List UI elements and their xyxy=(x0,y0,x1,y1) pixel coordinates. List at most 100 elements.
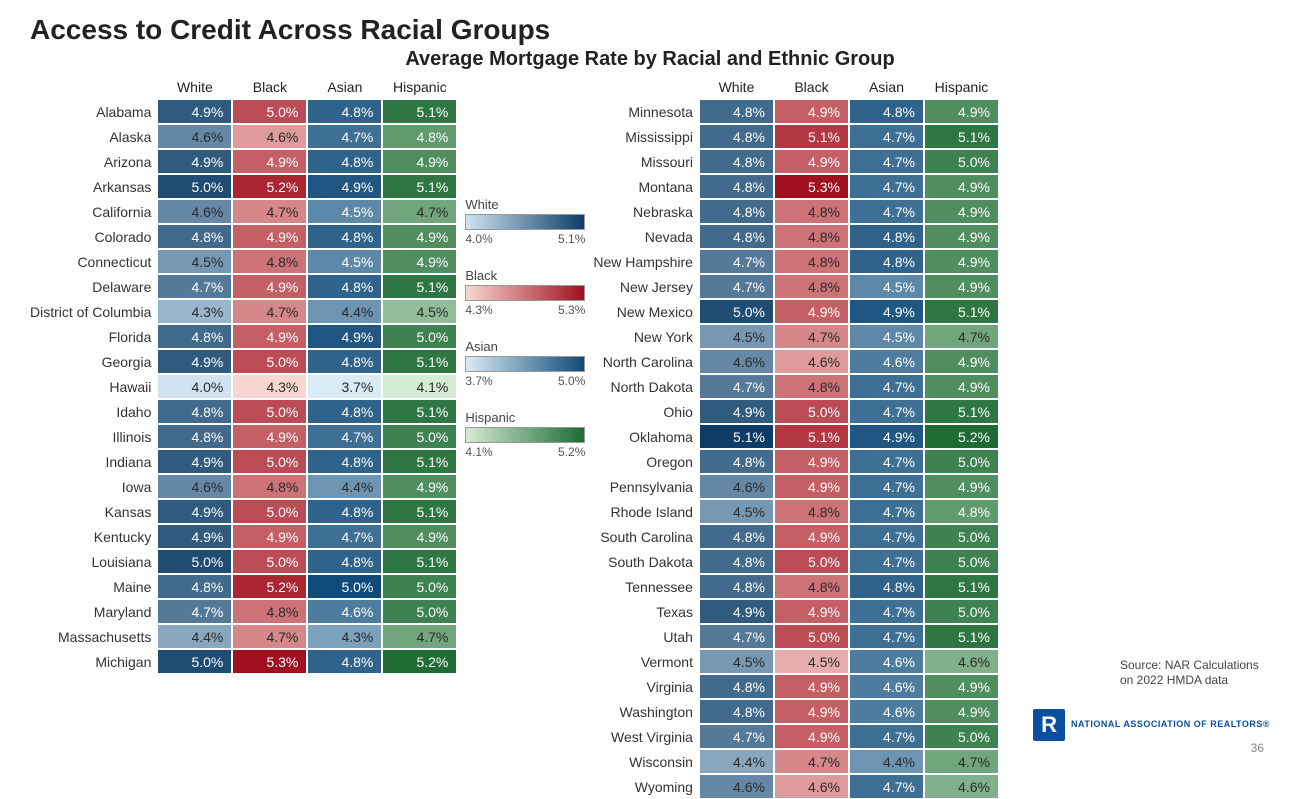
heatmap-cell: 4.8% xyxy=(382,124,457,149)
column-header: White xyxy=(699,77,774,99)
heatmap-cell: 5.0% xyxy=(382,599,457,624)
heatmap-cell: 4.6% xyxy=(849,649,924,674)
heatmap-cell: 5.1% xyxy=(924,399,999,424)
state-label: Arkansas xyxy=(30,174,157,199)
column-header: Hispanic xyxy=(924,77,999,99)
heatmap-cell: 4.9% xyxy=(849,299,924,324)
heatmap-cell: 4.8% xyxy=(699,149,774,174)
heatmap-cell: 5.0% xyxy=(382,574,457,599)
legend-white: White4.0%5.1% xyxy=(465,197,585,246)
state-label: Massachusetts xyxy=(30,624,157,649)
legend-gradient-bar xyxy=(465,356,585,372)
heatmap-cell: 4.8% xyxy=(157,399,232,424)
heatmap-cell: 4.7% xyxy=(699,374,774,399)
heatmap-cell: 4.5% xyxy=(307,249,382,274)
heatmap-cell: 4.6% xyxy=(157,124,232,149)
heatmap-cell: 4.8% xyxy=(307,399,382,424)
heatmap-cell: 4.8% xyxy=(232,474,307,499)
heatmap-cell: 4.7% xyxy=(849,524,924,549)
nar-logo: R NATIONAL ASSOCIATION OF REALTORS® xyxy=(1033,709,1270,741)
state-label: Delaware xyxy=(30,274,157,299)
heatmap-cell: 4.7% xyxy=(699,724,774,749)
legend-min: 4.0% xyxy=(465,232,492,246)
heatmap-cell: 5.0% xyxy=(924,599,999,624)
heatmap-cell: 4.9% xyxy=(924,224,999,249)
state-label: North Carolina xyxy=(593,349,699,374)
state-label: Louisiana xyxy=(30,549,157,574)
heatmap-cell: 4.7% xyxy=(849,174,924,199)
heatmap-cell: 4.5% xyxy=(849,324,924,349)
heatmap-cell: 4.8% xyxy=(307,449,382,474)
heatmap-cell: 5.0% xyxy=(232,99,307,124)
state-label: Virginia xyxy=(593,674,699,699)
state-label: California xyxy=(30,199,157,224)
heatmap-cell: 4.9% xyxy=(157,99,232,124)
heatmap-cell: 4.6% xyxy=(157,474,232,499)
heatmap-cell: 4.7% xyxy=(849,449,924,474)
heatmap-cell: 4.7% xyxy=(849,399,924,424)
state-label: Alabama xyxy=(30,99,157,124)
heatmap-cell: 4.9% xyxy=(157,449,232,474)
heatmap-cell: 4.5% xyxy=(849,274,924,299)
heatmap-cell: 4.9% xyxy=(232,524,307,549)
state-label: Connecticut xyxy=(30,249,157,274)
heatmap-cell: 4.7% xyxy=(924,749,999,774)
state-label: Nebraska xyxy=(593,199,699,224)
state-label: Hawaii xyxy=(30,374,157,399)
heatmap-cell: 4.3% xyxy=(232,374,307,399)
heatmap-cell: 4.8% xyxy=(699,549,774,574)
state-label: North Dakota xyxy=(593,374,699,399)
legend-min: 4.3% xyxy=(465,303,492,317)
heatmap-cell: 5.0% xyxy=(924,449,999,474)
state-label: New Mexico xyxy=(593,299,699,324)
heatmap-cell: 5.0% xyxy=(157,649,232,674)
legend-gradient-bar xyxy=(465,285,585,301)
state-label: Texas xyxy=(593,599,699,624)
heatmap-left-column: WhiteBlackAsianHispanicAlabama4.9%5.0%4.… xyxy=(30,77,457,799)
state-label: Nevada xyxy=(593,224,699,249)
state-label: Vermont xyxy=(593,649,699,674)
heatmap-cell: 4.8% xyxy=(699,524,774,549)
heatmap-cell: 4.9% xyxy=(307,174,382,199)
heatmap-cell: 4.8% xyxy=(774,249,849,274)
heatmap-cell: 4.8% xyxy=(307,549,382,574)
heatmap-cell: 4.8% xyxy=(699,174,774,199)
heatmap-cell: 4.9% xyxy=(774,99,849,124)
column-header: Black xyxy=(232,77,307,99)
heatmap-cell: 4.8% xyxy=(699,99,774,124)
heatmap-cell: 4.1% xyxy=(382,374,457,399)
heatmap-cell: 4.8% xyxy=(699,224,774,249)
heatmap-cell: 4.6% xyxy=(849,699,924,724)
heatmap-cell: 4.8% xyxy=(849,99,924,124)
state-label: Rhode Island xyxy=(593,499,699,524)
legend-max: 5.3% xyxy=(558,303,585,317)
heatmap-cell: 4.8% xyxy=(774,574,849,599)
heatmap-cell: 5.0% xyxy=(774,549,849,574)
heatmap-cell: 4.6% xyxy=(699,349,774,374)
heatmap-cell: 4.7% xyxy=(849,774,924,799)
heatmap-cell: 4.9% xyxy=(774,724,849,749)
state-label: Missouri xyxy=(593,149,699,174)
heatmap-cell: 4.6% xyxy=(307,599,382,624)
heatmap-cell: 4.7% xyxy=(849,124,924,149)
heatmap-cell: 4.8% xyxy=(774,499,849,524)
heatmap-cell: 4.4% xyxy=(157,624,232,649)
nar-logo-icon: R xyxy=(1033,709,1065,741)
heatmap-cell: 4.8% xyxy=(699,199,774,224)
heatmap-cell: 4.8% xyxy=(849,224,924,249)
heatmap-cell: 4.7% xyxy=(924,324,999,349)
heatmap-cell: 4.8% xyxy=(157,224,232,249)
state-label: Ohio xyxy=(593,399,699,424)
heatmap-cell: 4.3% xyxy=(307,624,382,649)
heatmap-cell: 4.9% xyxy=(232,274,307,299)
page-number: 36 xyxy=(1251,741,1264,755)
heatmap-cell: 5.1% xyxy=(382,174,457,199)
state-label: Minnesota xyxy=(593,99,699,124)
state-label: Mississippi xyxy=(593,124,699,149)
heatmap-cell: 5.1% xyxy=(382,399,457,424)
state-label: Tennessee xyxy=(593,574,699,599)
legend-max: 5.1% xyxy=(558,232,585,246)
legend-hispanic: Hispanic4.1%5.2% xyxy=(465,410,585,459)
heatmap-cell: 4.5% xyxy=(774,649,849,674)
heatmap-cell: 5.1% xyxy=(382,549,457,574)
